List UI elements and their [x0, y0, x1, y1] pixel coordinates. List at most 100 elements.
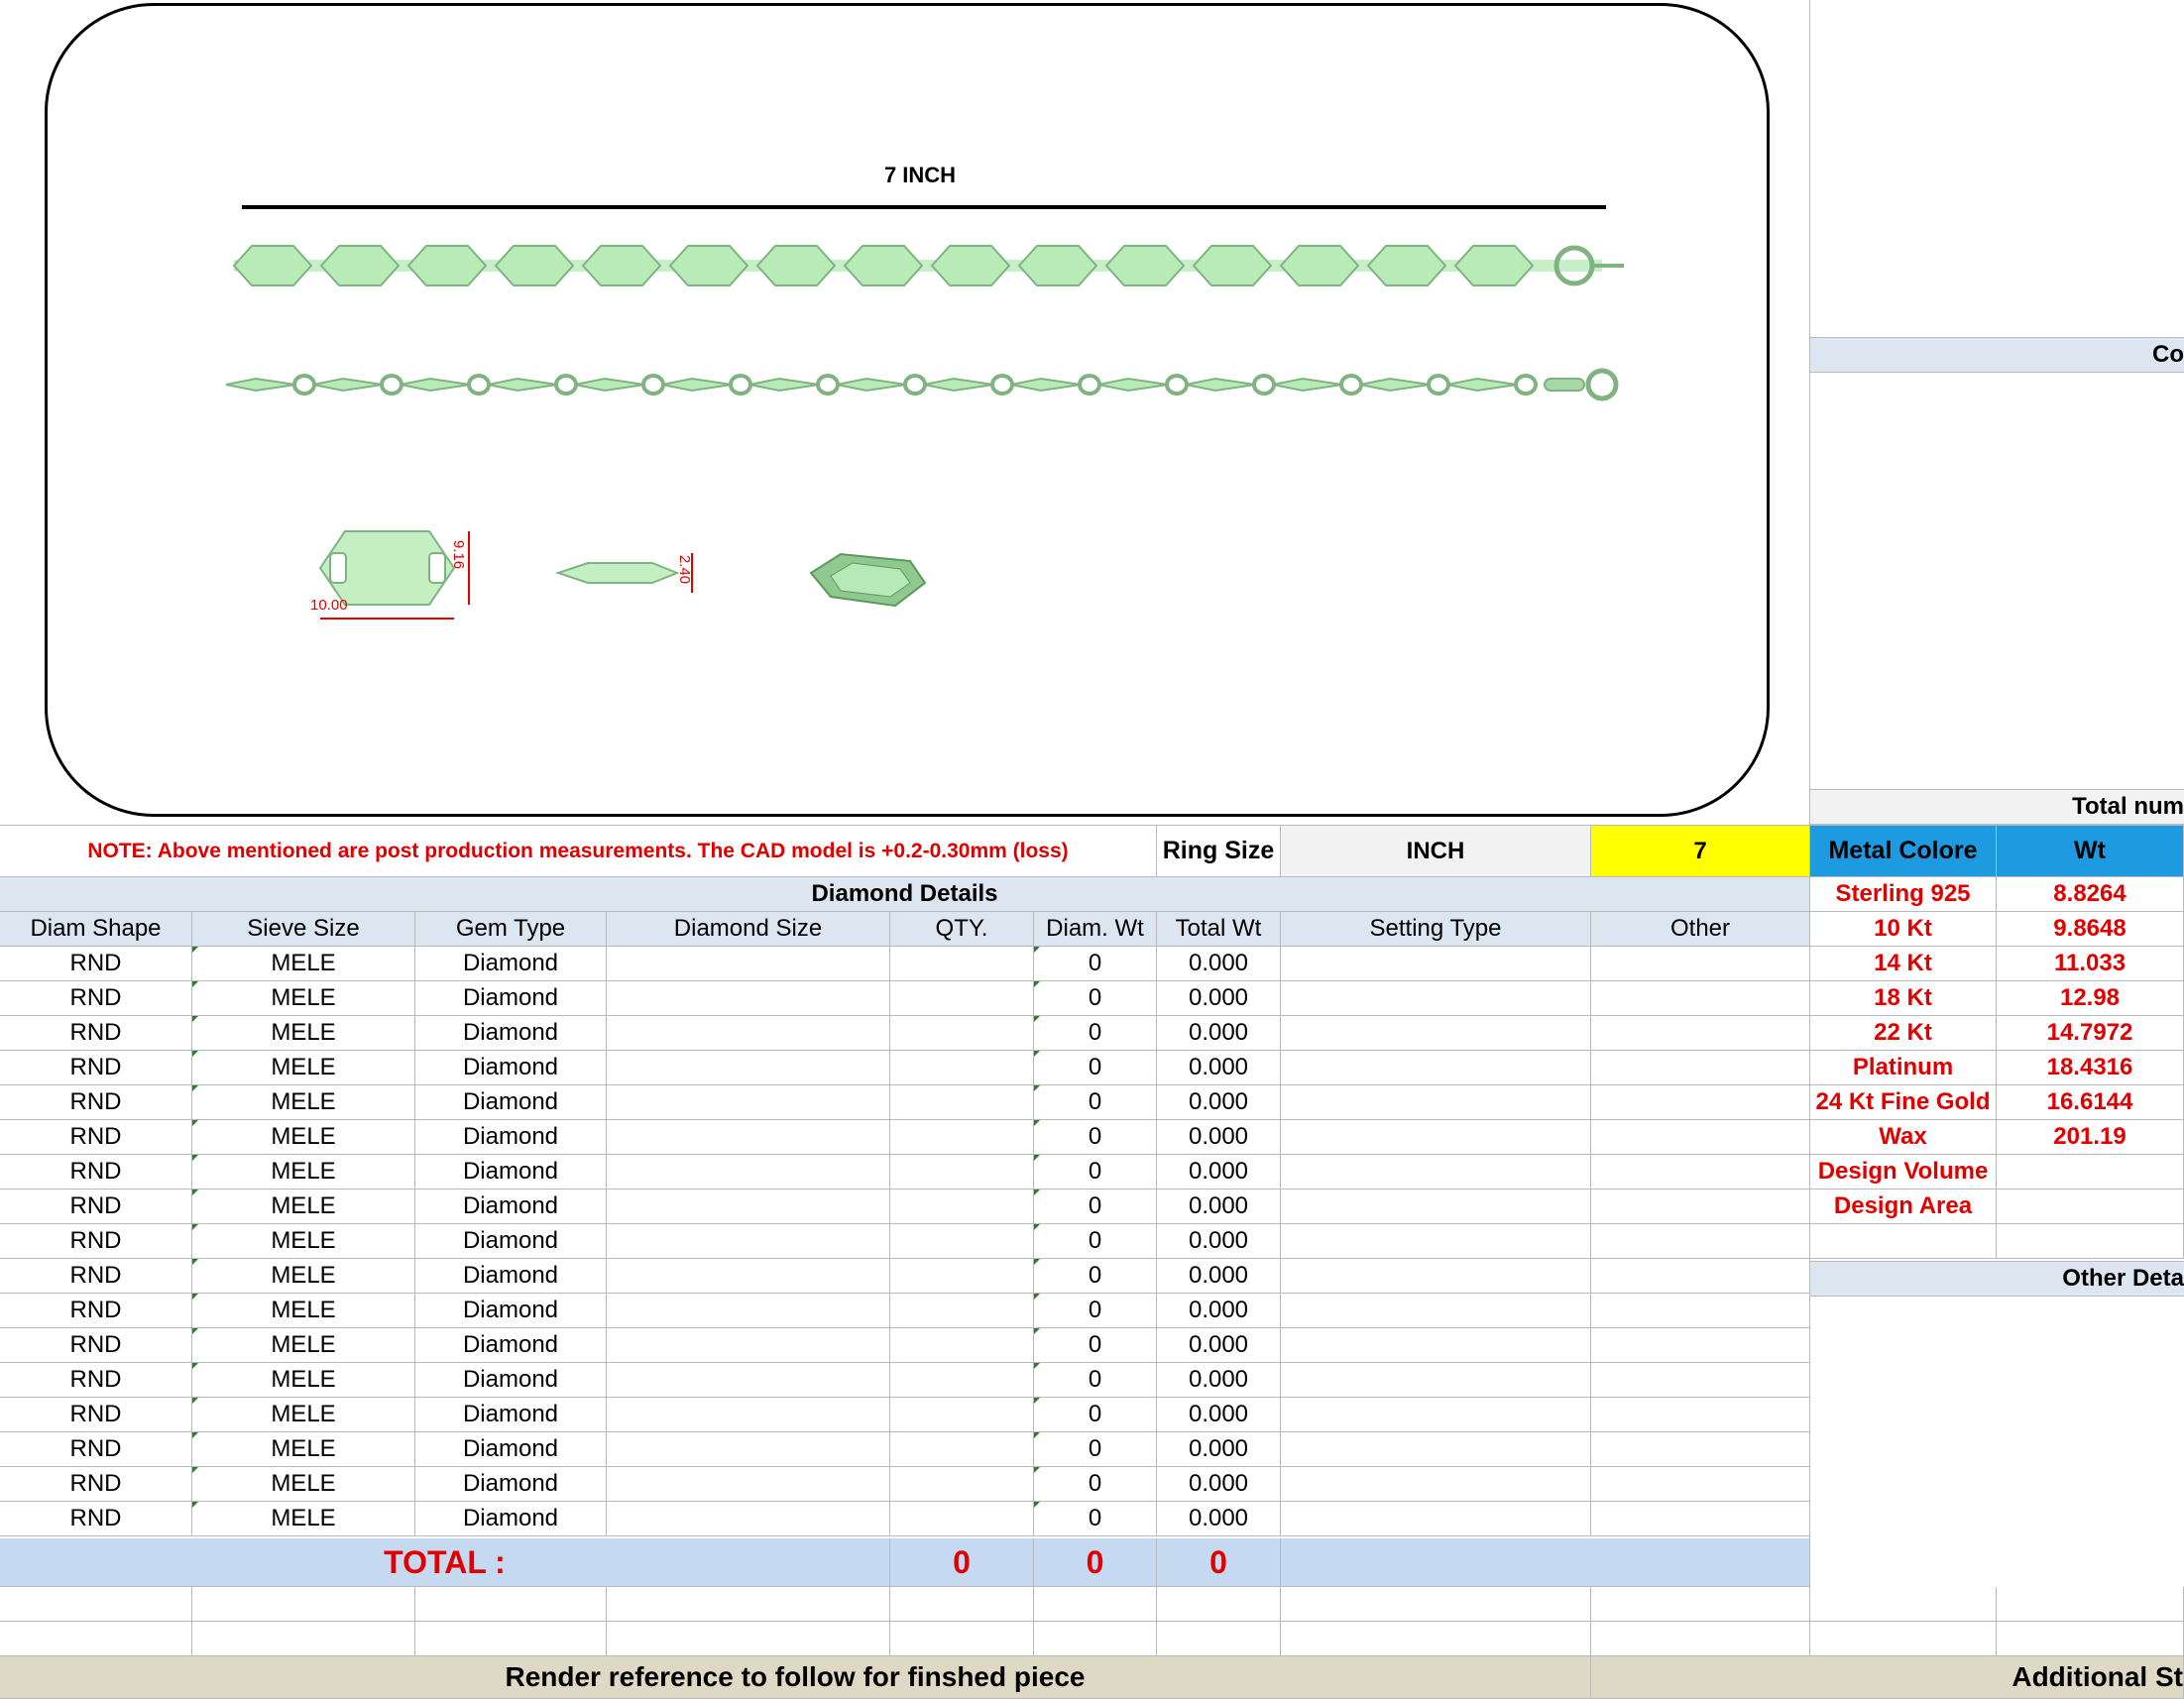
- cell-total-wt: 0.000: [1157, 1189, 1281, 1224]
- cell-marker: [192, 947, 198, 953]
- cell-gem-type: Diamond: [415, 1363, 607, 1398]
- cell-diam-shape: RND: [0, 1467, 192, 1502]
- empty-cell: [1281, 1622, 1591, 1656]
- total-filler: [1281, 1538, 1810, 1587]
- metal-blank-cell: [1997, 1224, 2184, 1259]
- cell-gem-type: Diamond: [415, 1120, 607, 1155]
- design-image-panel: 7 INCH: [45, 3, 1770, 817]
- cell-marker: [192, 1016, 198, 1022]
- header-gem-type: Gem Type: [415, 912, 607, 947]
- cell-other: [1591, 1189, 1810, 1224]
- empty-cell: [1997, 1587, 2184, 1622]
- cell-diamond-size: [607, 1224, 890, 1259]
- cell-diam-wt: 0: [1034, 947, 1157, 981]
- ring-size-label: Ring Size: [1157, 825, 1281, 877]
- metal-weight: 8.8264: [1997, 877, 2184, 912]
- header-total-wt: Total Wt: [1157, 912, 1281, 947]
- cell-marker: [192, 1328, 198, 1334]
- empty-cell: [607, 1622, 890, 1656]
- cell-gem-type: Diamond: [415, 1294, 607, 1328]
- cell-value: 0: [1088, 1123, 1102, 1150]
- cell-value: MELE: [271, 1435, 336, 1462]
- cell-other: [1591, 1085, 1810, 1120]
- cell-marker: [1034, 1016, 1040, 1022]
- side-band-total-label: Total num: [2072, 793, 2184, 820]
- cell-diam-shape: RND: [0, 1502, 192, 1536]
- cell-diam-wt: 0: [1034, 1051, 1157, 1085]
- empty-cell: [1591, 1587, 1810, 1622]
- cell-marker: [1034, 1398, 1040, 1404]
- cell-setting-type: [1281, 1051, 1591, 1085]
- cell-value: 0: [1088, 1158, 1102, 1185]
- dimension-height: 9.16: [450, 539, 468, 570]
- cell-total-wt: 0.000: [1157, 1120, 1281, 1155]
- cell-other: [1591, 1224, 1810, 1259]
- cell-qty: [890, 1051, 1034, 1085]
- cell-other: [1591, 1502, 1810, 1536]
- cell-diam-shape: RND: [0, 1224, 192, 1259]
- cell-diam-shape: RND: [0, 1120, 192, 1155]
- size-unit: INCH: [1281, 825, 1591, 877]
- cell-gem-type: Diamond: [415, 1398, 607, 1432]
- cell-value: MELE: [271, 950, 336, 976]
- cell-value: 0: [1088, 1192, 1102, 1219]
- cell-marker: [192, 1155, 198, 1161]
- cell-qty: [890, 981, 1034, 1016]
- metal-name: Design Area: [1810, 1189, 1997, 1224]
- cell-marker: [192, 1502, 198, 1508]
- total-label: TOTAL :: [0, 1538, 890, 1587]
- cell-other: [1591, 1328, 1810, 1363]
- cell-marker: [1034, 1189, 1040, 1195]
- cell-diam-shape: RND: [0, 1259, 192, 1294]
- cell-value: 0: [1088, 1470, 1102, 1497]
- cell-marker: [192, 1189, 198, 1195]
- metal-blank-cell: [1810, 1224, 1997, 1259]
- metal-weight: 16.6144: [1997, 1085, 2184, 1120]
- header-setting-type: Setting Type: [1281, 912, 1591, 947]
- cell-value: MELE: [271, 1123, 336, 1150]
- cell-diamond-size: [607, 1189, 890, 1224]
- empty-cell: [415, 1622, 607, 1656]
- cell-total-wt: 0.000: [1157, 981, 1281, 1016]
- cell-diam-shape: RND: [0, 947, 192, 981]
- empty-cell: [1034, 1587, 1157, 1622]
- cell-setting-type: [1281, 1398, 1591, 1432]
- cell-sieve-size: MELE: [192, 1016, 415, 1051]
- cell-diam-shape: RND: [0, 1051, 192, 1085]
- metal-name: 18 Kt: [1810, 981, 1997, 1016]
- cell-marker: [1034, 1432, 1040, 1438]
- cell-other: [1591, 1467, 1810, 1502]
- cell-marker: [1034, 1502, 1040, 1508]
- cell-diam-shape: RND: [0, 1189, 192, 1224]
- cell-sieve-size: MELE: [192, 1155, 415, 1189]
- cell-diamond-size: [607, 1502, 890, 1536]
- cell-gem-type: Diamond: [415, 1189, 607, 1224]
- cell-marker: [1034, 1120, 1040, 1126]
- cell-total-wt: 0.000: [1157, 1502, 1281, 1536]
- header-sieve-size: Sieve Size: [192, 912, 415, 947]
- cell-marker: [192, 1363, 198, 1369]
- cell-qty: [890, 1085, 1034, 1120]
- cell-diam-wt: 0: [1034, 1502, 1157, 1536]
- cell-value: MELE: [271, 1262, 336, 1289]
- metal-name: 22 Kt: [1810, 1016, 1997, 1051]
- cell-gem-type: Diamond: [415, 1155, 607, 1189]
- cell-diamond-size: [607, 1155, 890, 1189]
- side-band-other: Other Deta: [1810, 1261, 2184, 1297]
- cell-setting-type: [1281, 1155, 1591, 1189]
- cell-qty: [890, 1120, 1034, 1155]
- header-diam-shape: Diam Shape: [0, 912, 192, 947]
- cell-diam-wt: 0: [1034, 1328, 1157, 1363]
- cell-diam-wt: 0: [1034, 1155, 1157, 1189]
- metal-name: 24 Kt Fine Gold: [1810, 1085, 1997, 1120]
- empty-cell: [890, 1587, 1034, 1622]
- cell-diamond-size: [607, 1016, 890, 1051]
- cell-value: MELE: [271, 1366, 336, 1393]
- cell-diam-shape: RND: [0, 1432, 192, 1467]
- cell-setting-type: [1281, 1189, 1591, 1224]
- header-qty: QTY.: [890, 912, 1034, 947]
- cell-sieve-size: MELE: [192, 1085, 415, 1120]
- cell-marker: [192, 1467, 198, 1473]
- cell-value: 0: [1088, 1401, 1102, 1427]
- cell-value: 0: [1088, 950, 1102, 976]
